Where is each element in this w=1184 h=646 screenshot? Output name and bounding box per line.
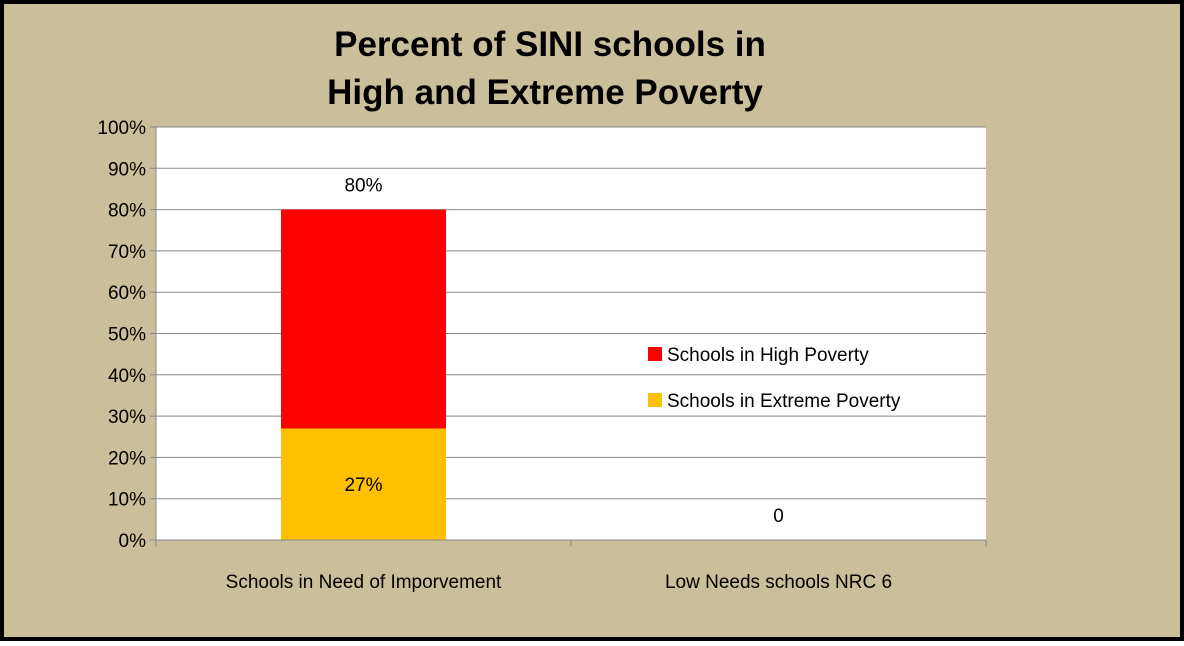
x-axis-categories: Schools in Need of Imporvement Low Needs … [226, 572, 892, 593]
legend-swatch [648, 347, 662, 361]
data-label: 0 [773, 506, 784, 527]
data-label: 27% [344, 475, 382, 496]
chart-title-line-1: Percent of SINI schools in [334, 25, 766, 64]
y-tick-label: 40% [108, 366, 146, 387]
bar-segment [281, 428, 446, 540]
y-tick-label: 90% [108, 159, 146, 180]
y-tick-label: 30% [108, 407, 146, 428]
axes [155, 127, 987, 546]
data-label: 80% [344, 176, 382, 197]
legend-label: Schools in Extreme Poverty [667, 391, 901, 412]
legend-swatch [648, 393, 662, 407]
y-tick-label: 70% [108, 242, 146, 263]
chart-title: Percent of SINI schools in High and Extr… [327, 25, 766, 112]
data-labels: 27% 80% 0 [344, 176, 783, 527]
legend: Schools in High Poverty Schools in Extrem… [648, 345, 901, 412]
y-tick-label: 60% [108, 283, 146, 304]
y-tick-label: 80% [108, 201, 146, 222]
y-axis-ticks: 0% 10% 20% 30% 40% 50% 60% 70% 80% 90% 100% [97, 118, 156, 552]
bar-segment [281, 209, 446, 429]
y-tick-label: 0% [119, 531, 147, 552]
y-tick-label: 10% [108, 490, 146, 511]
legend-label: Schools in High Poverty [667, 345, 869, 366]
chart-title-line-2: High and Extreme Poverty [327, 73, 763, 112]
y-tick-label: 50% [108, 325, 146, 346]
x-category-label: Low Needs schools NRC 6 [665, 572, 892, 593]
bars [281, 209, 446, 540]
x-category-label: Schools in Need of Imporvement [226, 572, 502, 593]
y-tick-label: 20% [108, 448, 146, 469]
y-tick-label: 100% [97, 118, 146, 139]
